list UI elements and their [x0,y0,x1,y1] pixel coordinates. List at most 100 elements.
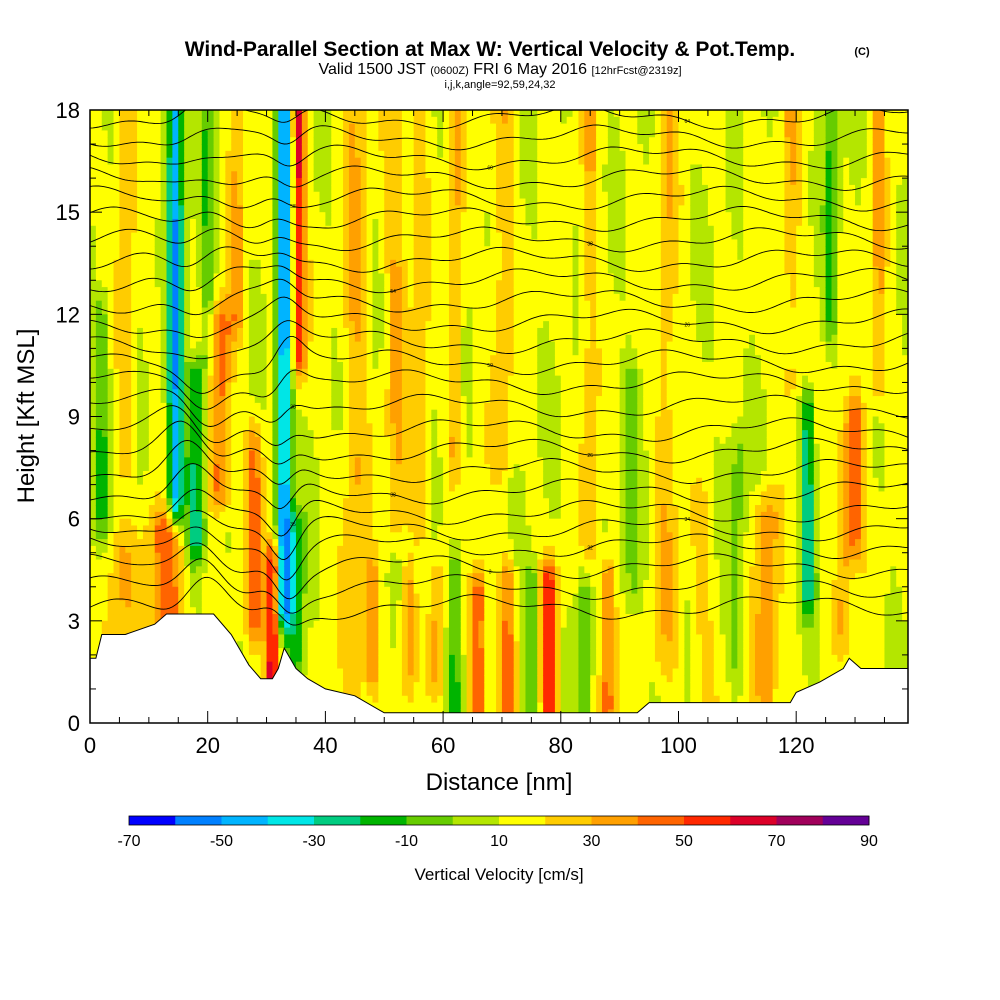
velocity-cell [254,586,262,595]
velocity-cell [378,654,385,663]
velocity-cell [254,273,262,281]
velocity-cell [95,620,103,629]
velocity-cell [243,164,250,172]
velocity-cell [184,579,191,588]
velocity-cell [307,641,315,649]
velocity-cell [290,409,297,418]
velocity-cell [125,287,132,295]
velocity-cell [307,614,315,622]
velocity-cell [313,368,321,377]
velocity-cell [154,334,162,343]
velocity-cell [207,573,215,581]
velocity-cell [160,607,168,615]
velocity-cell [366,641,374,649]
velocity-cell [290,443,297,452]
velocity-cell [295,532,303,540]
velocity-cell [378,648,385,656]
velocity-cell [266,191,274,200]
velocity-cell [384,477,391,486]
velocity-cell [272,545,279,554]
velocity-cell [207,334,215,343]
velocity-cell [378,586,385,595]
velocity-cell [207,607,215,615]
velocity-cell [225,334,232,343]
velocity-cell [113,593,121,601]
velocity-cell [307,382,315,390]
velocity-cell [343,191,350,200]
velocity-cell [248,137,256,145]
velocity-cell [413,300,421,309]
velocity-cell [313,457,321,465]
velocity-cell [284,607,291,615]
velocity-cell [307,314,315,322]
velocity-cell [243,198,250,206]
velocity-cell [331,470,338,479]
velocity-cell [401,334,409,343]
velocity-cell [125,505,132,513]
velocity-cell [325,137,332,145]
velocity-cell [125,300,132,309]
velocity-cell [331,375,338,384]
velocity-cell [378,246,385,254]
velocity-cell [148,362,156,370]
velocity-cell [290,375,297,384]
velocity-cell [343,532,350,540]
velocity-cell [101,314,109,322]
velocity-cell [125,368,132,377]
velocity-cell [331,368,338,377]
velocity-cell [396,259,403,268]
velocity-cell [184,178,191,186]
velocity-cell [331,436,338,445]
velocity-cell [407,505,415,513]
velocity-cell [142,396,150,404]
velocity-cell [219,123,226,132]
velocity-cell [131,484,138,493]
velocity-cell [325,382,332,390]
velocity-cell [378,436,385,445]
velocity-cell [284,627,291,636]
velocity-cell [172,505,179,513]
velocity-cell [278,341,285,349]
velocity-cell [301,287,309,295]
velocity-cell [372,110,379,118]
velocity-cell [360,627,368,636]
velocity-cell [354,266,362,275]
velocity-cell [360,457,368,465]
velocity-cell [319,607,326,615]
velocity-cell [378,423,385,431]
velocity-cell [219,586,226,595]
velocity-cell [219,409,226,418]
velocity-cell [243,218,250,227]
velocity-cell [401,518,409,527]
velocity-cell [107,348,115,356]
velocity-cell [137,314,144,322]
velocity-cell [337,396,344,404]
velocity-cell [372,157,379,166]
velocity-cell [178,327,185,336]
velocity-cell [201,246,209,254]
velocity-cell [390,532,397,540]
velocity-cell [354,470,362,479]
velocity-cell [331,273,338,281]
velocity-cell [178,314,185,322]
velocity-cell [295,253,303,261]
velocity-cell [348,436,356,445]
velocity-cell [313,334,321,343]
velocity-cell [413,130,421,138]
velocity-cell [348,525,356,533]
velocity-cell [243,566,250,574]
velocity-cell [172,116,179,125]
velocity-cell [307,443,315,452]
velocity-cell [90,293,97,302]
velocity-cell [160,253,168,261]
velocity-cell [201,314,209,322]
velocity-cell [295,423,303,431]
velocity-cell [295,518,303,527]
velocity-cell [190,362,197,370]
velocity-cell [178,266,185,275]
velocity-cell [319,212,326,220]
velocity-cell [119,416,126,424]
velocity-cell [343,368,350,377]
velocity-cell [278,198,285,206]
velocity-cell [172,545,179,554]
